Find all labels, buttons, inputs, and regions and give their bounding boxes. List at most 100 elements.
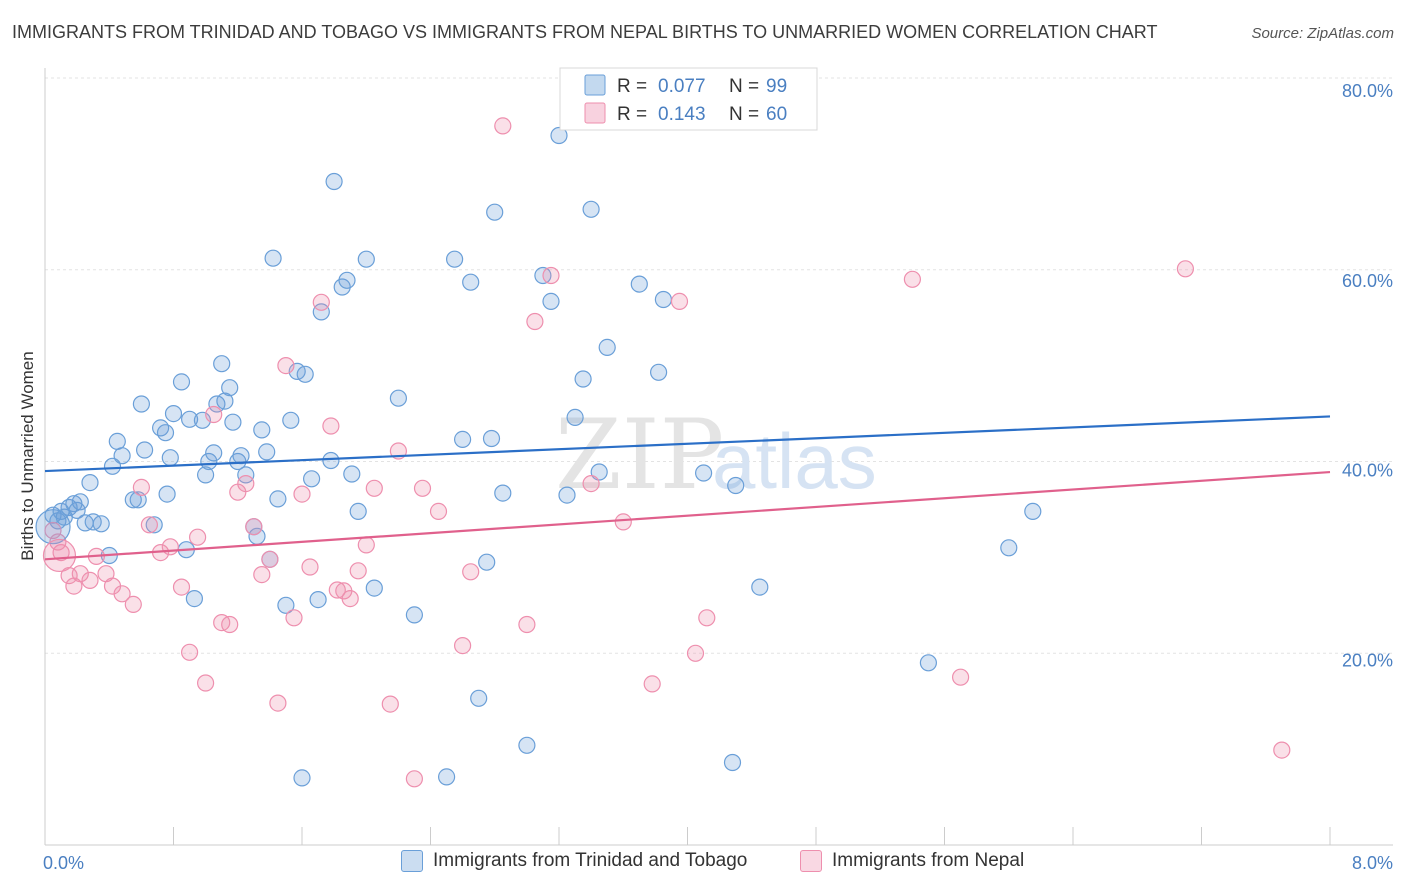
tick-labels: 20.0% 40.0% 60.0% 80.0% 0.0% 8.0% Births to Un…	[18, 81, 1393, 873]
point-trinidad	[454, 430, 472, 448]
point-trinidad	[156, 424, 175, 442]
point-trinidad	[221, 379, 239, 397]
stats-r-label: R =	[617, 76, 647, 97]
point-trinidad	[158, 485, 176, 503]
point-trinidad	[723, 753, 742, 772]
point-trinidad	[389, 389, 407, 407]
point-trinidad	[92, 515, 110, 533]
point-nepal	[542, 266, 560, 285]
point-trinidad	[145, 516, 163, 534]
point-trinidad	[446, 250, 464, 268]
point-trinidad	[293, 769, 311, 787]
axes	[44, 68, 1393, 846]
point-trinidad	[312, 303, 330, 321]
point-nepal	[261, 550, 279, 568]
point-trinidad	[232, 447, 250, 465]
point-trinidad	[582, 200, 600, 218]
point-nepal	[52, 543, 70, 562]
point-trinidad	[349, 502, 367, 520]
point-nepal	[686, 644, 705, 662]
point-nepal	[413, 479, 432, 497]
point-trinidad	[185, 589, 203, 608]
point-trinidad	[216, 392, 234, 410]
point-nepal	[71, 565, 89, 583]
point-trinidad	[81, 474, 99, 492]
point-trinidad-cluster	[35, 509, 71, 545]
legend-label-trinidad: Immigrants from Trinidad and Tobago	[433, 850, 748, 871]
point-nepal	[221, 615, 239, 634]
point-trinidad	[164, 405, 183, 423]
point-nepal	[1176, 260, 1195, 278]
grid-lines	[45, 77, 1393, 654]
point-trinidad	[325, 172, 343, 191]
point-trinidad	[919, 654, 938, 672]
point-nepal	[614, 513, 632, 531]
point-nepal	[670, 292, 689, 310]
point-trinidad	[113, 447, 131, 465]
stats-r-label: R =	[617, 104, 647, 125]
point-nepal	[698, 609, 716, 627]
point-nepal	[518, 615, 536, 634]
point-trinidad	[478, 553, 496, 571]
trend-line-trinidad	[44, 415, 1331, 473]
point-trinidad	[309, 590, 327, 609]
point-trinidad	[338, 271, 356, 289]
point-nepal	[132, 478, 150, 496]
point-trinidad	[108, 432, 126, 450]
point-nepal	[189, 528, 207, 546]
point-trinidad	[649, 363, 668, 381]
point-trinidad	[590, 463, 608, 481]
legend-swatch-blue	[401, 850, 423, 872]
stats-n-label: N =	[729, 76, 759, 97]
point-trinidad	[566, 408, 584, 426]
stats-legend: R = 0.077 N = 99 R = 0.143 N = 60	[559, 67, 818, 131]
point-trinidad	[630, 275, 648, 293]
stats-n-value: 60	[766, 104, 787, 125]
point-nepal	[253, 565, 271, 584]
x-tick-label-end: 8.0%	[1352, 853, 1393, 873]
point-nepal	[454, 636, 472, 655]
point-trinidad	[237, 466, 255, 484]
y-tick-label-20: 20.0%	[1342, 650, 1393, 670]
point-nepal	[1273, 741, 1291, 759]
point-trinidad	[172, 373, 191, 391]
point-nepal	[429, 502, 448, 520]
point-nepal	[582, 475, 600, 493]
point-trinidad	[269, 490, 287, 508]
point-trinidad	[303, 470, 321, 488]
point-trinidad	[343, 465, 361, 483]
point-nepal	[322, 417, 340, 435]
point-nepal	[124, 595, 142, 614]
point-trinidad	[264, 249, 282, 267]
point-trinidad	[574, 370, 592, 388]
y-axis-label: Births to Unmarried Women	[18, 351, 37, 560]
point-trinidad	[470, 689, 488, 707]
stats-n-label: N =	[729, 104, 759, 125]
point-trinidad	[482, 429, 501, 448]
point-nepal	[237, 475, 255, 493]
point-nepal	[951, 668, 970, 686]
point-nepal	[312, 293, 330, 311]
point-nepal	[526, 312, 544, 331]
point-trinidad	[550, 126, 568, 145]
chart-title: IMMIGRANTS FROM TRINIDAD AND TOBAGO VS I…	[12, 22, 1158, 42]
point-trinidad	[124, 491, 142, 509]
point-nepal	[245, 518, 263, 536]
legend-item-nepal: Immigrants from Nepal	[800, 850, 1024, 872]
point-trinidad	[200, 452, 218, 471]
point-trinidad	[405, 606, 423, 624]
point-trinidad	[694, 464, 713, 482]
y-tick-label-40: 40.0%	[1342, 461, 1393, 481]
x-tick-label-start: 0.0%	[43, 853, 84, 873]
point-nepal-cluster	[42, 538, 77, 573]
point-nepal	[365, 479, 383, 497]
stats-swatch-trinidad	[584, 74, 606, 96]
stats-n-value: 99	[766, 76, 787, 97]
point-nepal	[293, 485, 311, 503]
point-nepal	[357, 536, 375, 554]
y-tick-label-60: 60.0%	[1342, 271, 1393, 291]
point-trinidad	[224, 413, 242, 431]
point-nepal	[494, 117, 512, 135]
